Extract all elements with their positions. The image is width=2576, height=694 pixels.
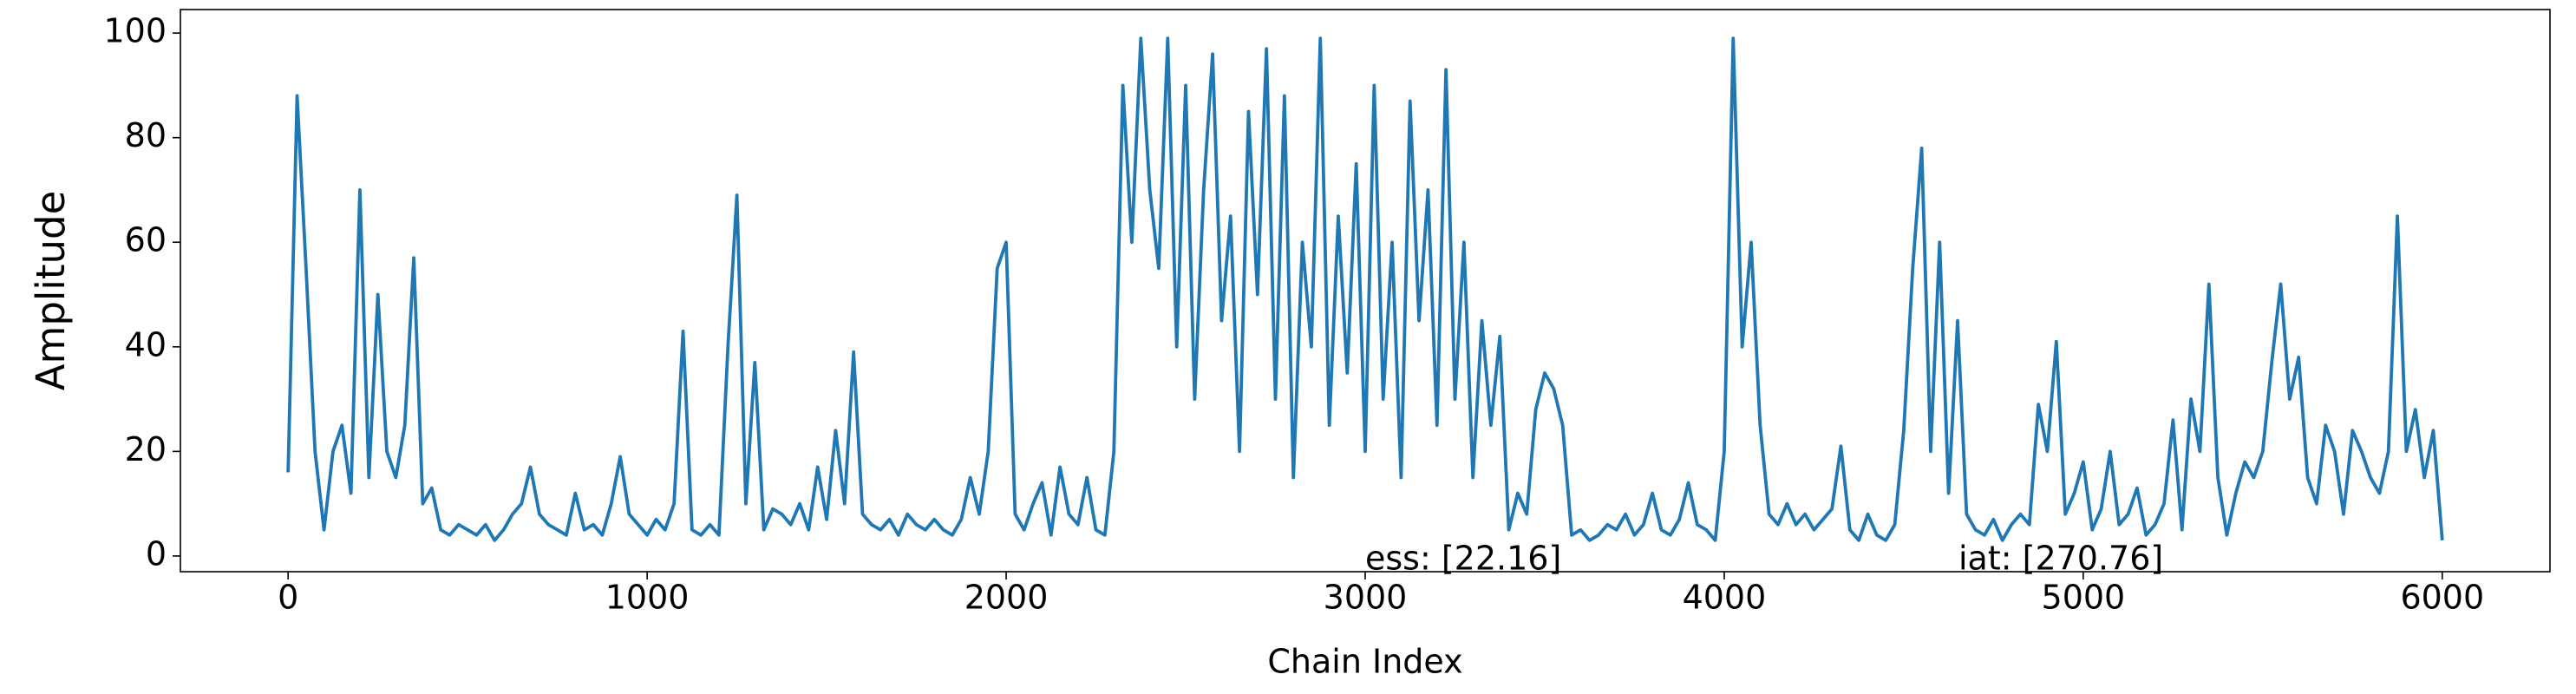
x-tick-label: 1000 — [605, 579, 690, 617]
x-tick-label: 6000 — [2400, 579, 2484, 617]
x-tick-label: 0 — [278, 579, 298, 617]
x-axis-label: Chain Index — [1267, 643, 1462, 681]
y-tick-label: 80 — [125, 116, 167, 154]
y-tick-label: 0 — [146, 534, 167, 573]
annotation: ess: [22.16] — [1365, 540, 1561, 578]
data-line — [286, 36, 2444, 542]
x-tick-label: 2000 — [964, 579, 1049, 617]
x-tick-label: 3000 — [1324, 579, 1408, 617]
y-tick-label: 40 — [125, 325, 167, 363]
y-tick-label: 20 — [125, 430, 167, 468]
plot-frame — [180, 9, 2551, 573]
y-tick-label: 60 — [125, 221, 167, 259]
x-tick-label: 5000 — [2042, 579, 2126, 617]
y-tick-label: 100 — [103, 12, 167, 50]
y-axis-label: Amplitude — [28, 191, 74, 391]
x-tick-label: 4000 — [1683, 579, 1767, 617]
annotation: iat: [270.76] — [1958, 540, 2163, 578]
